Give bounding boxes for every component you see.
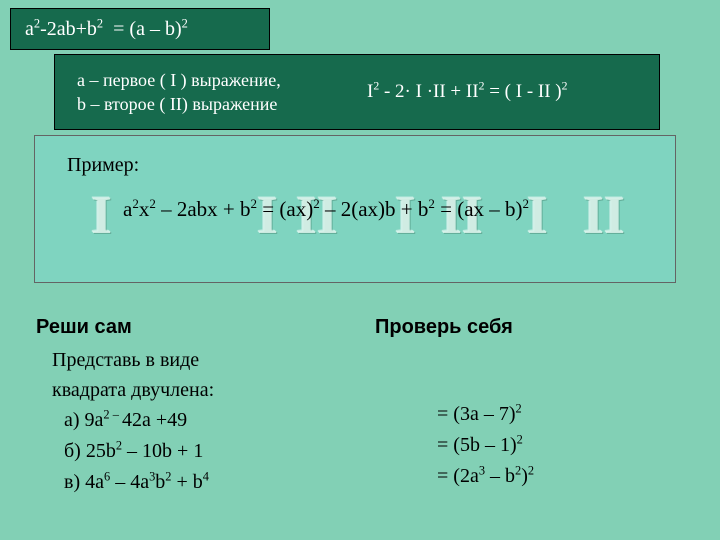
solve-intro: Представь в виде квадрата двучлена: [36, 345, 351, 405]
solve-item: а) 9a2 – 42a +49 [64, 405, 351, 436]
definition-right: I2 - 2· I ·II + II2 = ( I - II )2 [367, 81, 645, 103]
answer-item: = (3a – 7)2 [437, 399, 690, 430]
definition-box: a – первое ( I ) выражение,b – второе ( … [54, 54, 660, 130]
check-answers: = (3a – 7)2= (5b – 1)2= (2a3 – b2)2 [375, 345, 690, 492]
answer-item: = (5b – 1)2 [437, 430, 690, 461]
solve-items: а) 9a2 – 42a +49б) 25b2 – 10b + 1в) 4a6 … [36, 405, 351, 498]
example-label: Пример: [67, 154, 655, 177]
solve-item: в) 4a6 – 4a3b2 + b4 [64, 467, 351, 498]
solve-intro-1: Представь в виде [52, 345, 351, 375]
solve-column: Реши сам Представь в виде квадрата двучл… [36, 316, 351, 498]
definition-left: a – первое ( I ) выражение,b – второе ( … [77, 68, 367, 117]
solve-heading: Реши сам [36, 316, 351, 339]
formula-text: a2-2ab+b2 = (a – b)2 [25, 18, 188, 41]
check-column: Проверь себя = (3a – 7)2= (5b – 1)2= (2a… [351, 316, 690, 498]
formula-box: a2-2ab+b2 = (a – b)2 [10, 8, 270, 50]
bottom-section: Реши сам Представь в виде квадрата двучл… [36, 316, 690, 498]
check-heading: Проверь себя [375, 316, 690, 339]
answer-item: = (2a3 – b2)2 [437, 461, 690, 492]
solve-item: б) 25b2 – 10b + 1 [64, 436, 351, 467]
solve-intro-2: квадрата двучлена: [52, 375, 351, 405]
example-box: Пример: IIIIIIIIII a2x2 – 2abx + b2 = (a… [34, 135, 676, 283]
example-line: a2x2 – 2abx + b2 = (ax)2 – 2(ax)b + b2 =… [67, 197, 655, 222]
